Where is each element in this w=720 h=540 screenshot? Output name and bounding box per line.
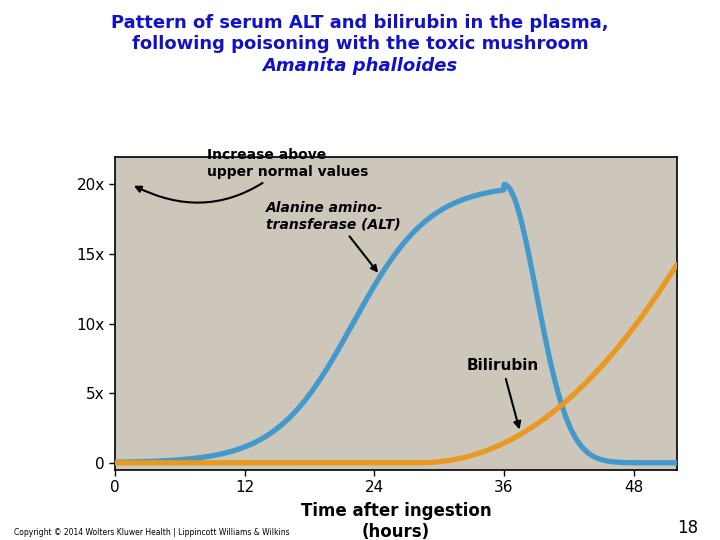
Text: Copyright © 2014 Wolters Kluwer Health | Lippincott Williams & Wilkins: Copyright © 2014 Wolters Kluwer Health |… xyxy=(14,528,290,537)
Text: Bilirubin: Bilirubin xyxy=(467,359,539,427)
Text: Amanita phalloides: Amanita phalloides xyxy=(262,57,458,75)
Text: following poisoning with the toxic mushroom: following poisoning with the toxic mushr… xyxy=(132,35,588,53)
Text: Increase above
upper normal values: Increase above upper normal values xyxy=(136,148,369,202)
Text: Pattern of serum ALT and bilirubin in the plasma,: Pattern of serum ALT and bilirubin in th… xyxy=(111,14,609,31)
X-axis label: Time after ingestion
(hours): Time after ingestion (hours) xyxy=(301,502,491,540)
Text: Alanine amino-
transferase (ALT): Alanine amino- transferase (ALT) xyxy=(266,201,401,271)
Text: 18: 18 xyxy=(678,519,698,537)
